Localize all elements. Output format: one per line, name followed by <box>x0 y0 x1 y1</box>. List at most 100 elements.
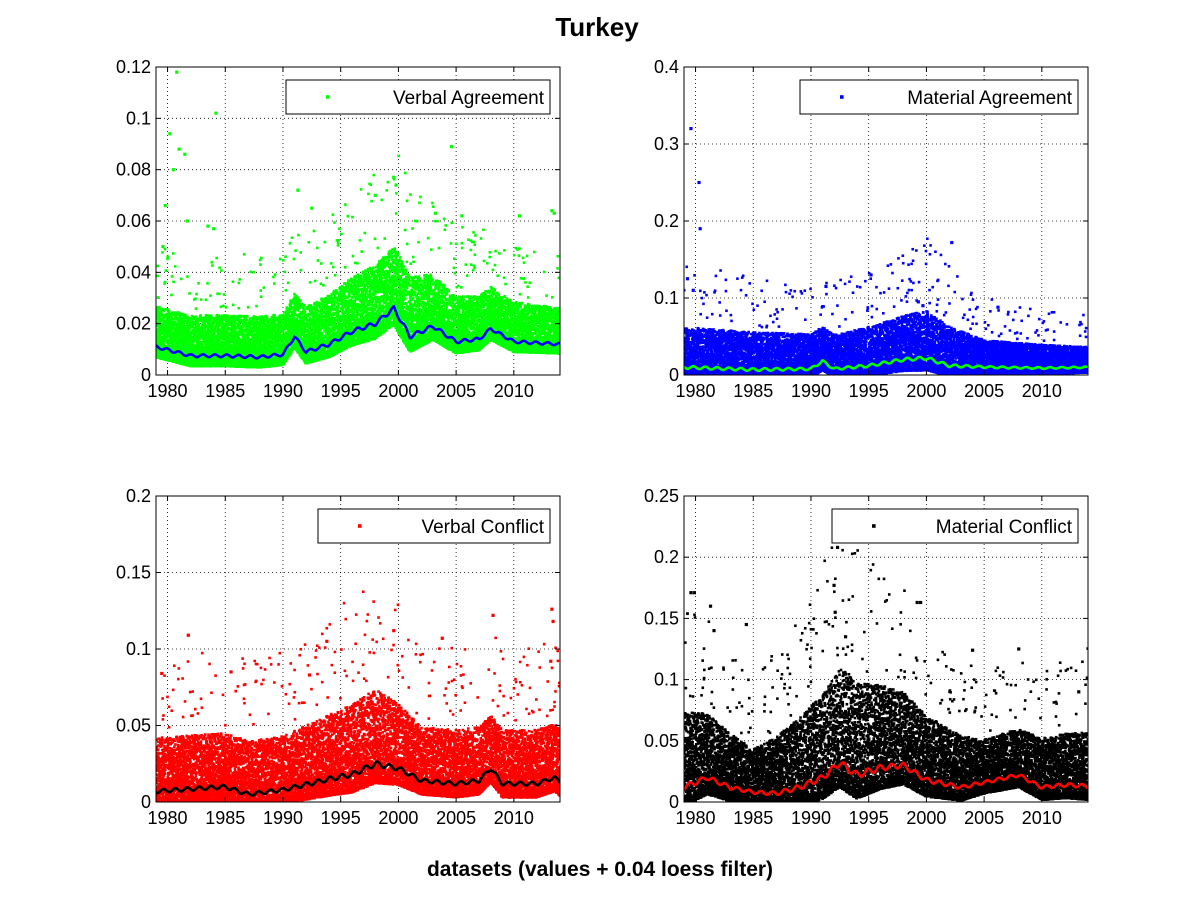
data-point <box>225 333 229 336</box>
data-point <box>205 324 209 327</box>
data-point <box>184 340 188 344</box>
data-point <box>164 269 168 272</box>
data-point <box>191 343 195 347</box>
data-point <box>215 343 219 347</box>
data-point <box>184 351 188 355</box>
data-point <box>218 354 222 357</box>
data-point <box>205 342 208 346</box>
data-point <box>273 273 277 276</box>
data-point <box>259 295 263 298</box>
data-point <box>228 341 231 344</box>
data-point <box>225 358 229 362</box>
data-point <box>224 350 228 354</box>
data-point <box>157 327 161 330</box>
data-point <box>177 342 180 346</box>
data-point <box>162 309 166 313</box>
data-point <box>174 320 177 324</box>
data-point <box>194 315 198 318</box>
data-point <box>167 312 171 316</box>
data-point <box>175 346 178 350</box>
data-point <box>160 343 163 346</box>
data-point <box>259 289 263 292</box>
data-point <box>171 321 174 325</box>
data-point <box>204 362 208 365</box>
data-point <box>214 335 217 338</box>
data-point <box>206 328 210 332</box>
data-point <box>201 356 204 360</box>
data-point <box>231 303 235 307</box>
data-point <box>200 358 204 361</box>
data-point <box>219 359 222 363</box>
data-point <box>211 264 214 267</box>
data-point <box>206 349 209 352</box>
data-point <box>204 334 208 338</box>
data-point <box>216 325 220 329</box>
data-point <box>216 327 220 331</box>
data-point <box>187 339 191 343</box>
data-point <box>278 327 281 330</box>
data-point <box>220 316 224 319</box>
data-point <box>212 320 215 324</box>
data-point <box>198 315 202 319</box>
data-point <box>164 321 168 324</box>
data-point <box>161 317 165 321</box>
data-point <box>179 338 182 341</box>
data-point <box>227 314 230 318</box>
data-point <box>234 315 238 319</box>
data-point <box>220 351 223 355</box>
data-point <box>160 314 164 317</box>
data-point <box>217 332 221 335</box>
data-point <box>156 324 160 328</box>
data-point <box>196 344 200 347</box>
data-point <box>182 345 185 348</box>
data-point <box>231 344 234 348</box>
data-point <box>172 311 176 314</box>
data-point <box>272 275 275 279</box>
data-point <box>231 346 234 349</box>
data-point <box>246 305 250 309</box>
data-point <box>204 298 208 302</box>
data-point <box>194 307 198 310</box>
data-point <box>278 257 282 261</box>
data-point <box>170 318 173 321</box>
data-point <box>234 333 238 337</box>
data-point <box>217 314 221 318</box>
data-point <box>224 337 227 340</box>
data-point <box>226 323 230 327</box>
data-point <box>194 321 198 325</box>
data-point <box>273 282 276 285</box>
figure-xlabel: datasets (values + 0.04 loess filter) <box>427 858 773 881</box>
data-point <box>288 241 292 245</box>
data-point <box>224 324 228 328</box>
data-point <box>196 321 199 325</box>
data-point <box>209 314 213 317</box>
data-point <box>236 339 239 342</box>
data-point <box>207 325 210 329</box>
data-point <box>262 286 266 289</box>
data-point <box>181 341 185 345</box>
data-point <box>292 257 296 261</box>
data-point <box>171 313 174 317</box>
data-point <box>184 337 188 340</box>
data-point <box>173 332 177 335</box>
data-point <box>179 339 183 343</box>
data-point <box>193 350 197 354</box>
data-point <box>224 354 228 358</box>
data-point <box>169 334 173 338</box>
data-point <box>218 323 222 327</box>
data-point <box>237 281 241 285</box>
data-point <box>166 257 169 261</box>
data-point <box>183 351 186 355</box>
data-point <box>225 314 229 317</box>
data-point <box>208 353 212 357</box>
data-point <box>226 326 230 329</box>
data-point <box>205 350 208 354</box>
data-point <box>185 356 189 360</box>
data-point <box>221 332 224 336</box>
data-point <box>163 280 167 284</box>
data-point <box>178 317 182 320</box>
data-point <box>156 264 160 268</box>
data-point <box>294 249 297 252</box>
data-point <box>208 330 211 334</box>
data-point <box>183 359 186 363</box>
